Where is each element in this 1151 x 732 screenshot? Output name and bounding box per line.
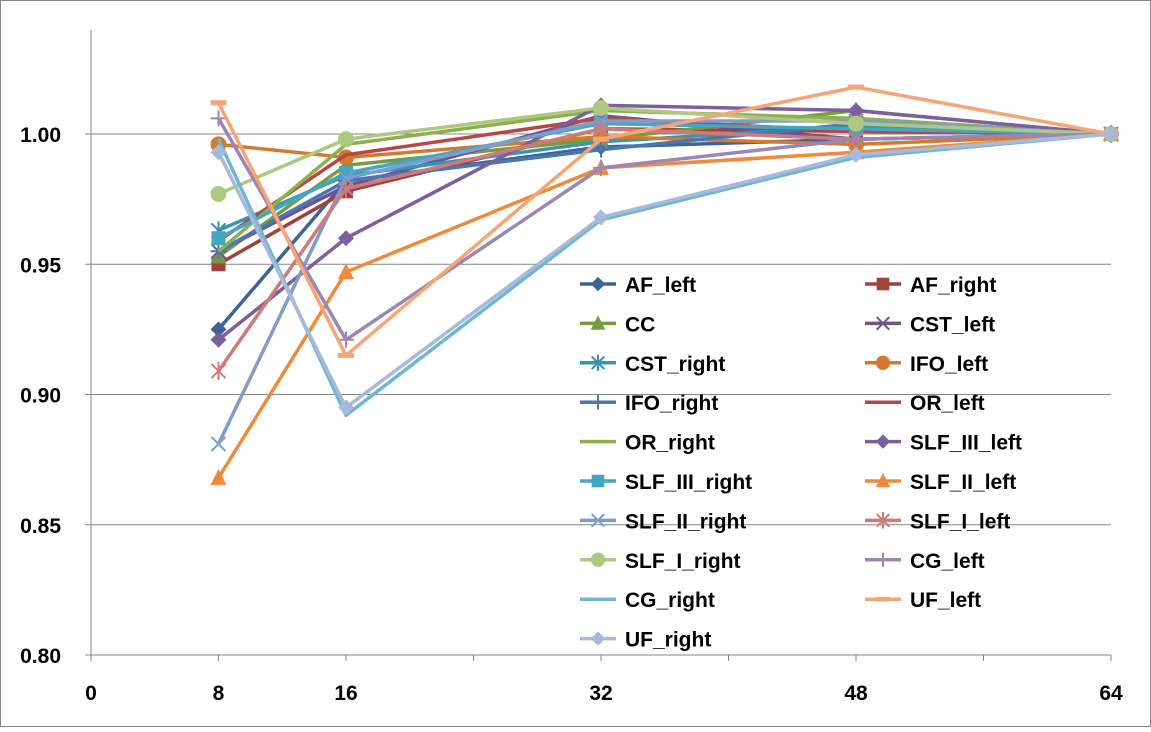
legend-label: SLF_III_left — [910, 432, 1022, 455]
legend-item: SLF_II_right — [580, 510, 746, 533]
legend-item: CG_left — [865, 550, 985, 573]
data-point-marker — [848, 131, 864, 148]
legend-label: UF_right — [625, 629, 711, 652]
data-point-marker — [593, 209, 609, 226]
legend-item: CC — [580, 313, 655, 336]
legend: AF_left AF_right CC CST_left CST_right IFO_le… — [580, 274, 1022, 652]
data-point-marker — [848, 115, 864, 132]
y-tick-label: 0.95 — [20, 254, 61, 277]
legend-item: OR_left — [865, 392, 985, 415]
data-point-marker — [875, 596, 891, 602]
legend-item: SLF_III_left — [865, 432, 1022, 455]
x-tick-label: 8 — [213, 682, 225, 705]
legend-item: SLF_I_left — [865, 510, 1010, 533]
legend-item: SLF_II_left — [865, 471, 1016, 494]
legend-item: CG_right — [580, 589, 715, 612]
x-tick-label: 16 — [334, 682, 357, 705]
data-point-marker — [875, 552, 891, 567]
data-point-marker — [210, 110, 227, 127]
legend-label: CST_left — [910, 313, 995, 336]
data-point-marker — [210, 144, 227, 161]
legend-label: SLF_I_left — [910, 510, 1010, 533]
x-tick-label: 64 — [1099, 682, 1123, 705]
legend-label: IFO_right — [625, 392, 718, 415]
legend-item: UF_right — [580, 629, 711, 652]
y-tick-label: 1.00 — [20, 124, 61, 147]
legend-label: CG_right — [625, 589, 715, 612]
data-point-marker — [848, 102, 864, 119]
legend-item: UF_left — [865, 589, 981, 612]
data-point-marker — [210, 362, 227, 381]
data-point-marker — [590, 631, 606, 646]
data-point-marker — [590, 395, 606, 410]
data-point-marker — [210, 185, 227, 202]
legend-label: SLF_II_right — [625, 510, 746, 533]
data-point-marker — [338, 263, 354, 280]
data-point-marker — [211, 231, 226, 246]
data-point-marker — [875, 434, 891, 449]
data-point-marker — [1103, 126, 1119, 142]
data-point-marker — [590, 276, 606, 292]
data-point-marker — [876, 277, 890, 291]
y-tick-label: 0.90 — [20, 385, 61, 408]
x-tick-label: 32 — [589, 682, 612, 705]
legend-item: AF_left — [580, 274, 696, 297]
legend-label: UF_left — [910, 589, 981, 612]
legend-item: CST_right — [580, 353, 725, 376]
data-point-marker — [210, 100, 227, 106]
legend-label: SLF_I_right — [625, 550, 741, 573]
data-point-marker — [593, 159, 609, 176]
series-UF_right — [210, 126, 1119, 416]
data-point-marker — [593, 119, 609, 138]
x-tick-label: 48 — [844, 682, 868, 705]
legend-item: OR_right — [580, 432, 715, 455]
data-point-marker — [848, 146, 864, 163]
data-point-marker — [593, 136, 609, 142]
y-tick-label: 0.85 — [20, 515, 61, 538]
data-point-marker — [593, 99, 609, 116]
data-point-marker — [875, 472, 891, 488]
data-point-marker — [338, 331, 354, 348]
data-point-marker — [875, 512, 891, 529]
data-point-marker — [338, 230, 354, 247]
data-point-marker — [210, 321, 227, 338]
legend-label: OR_right — [625, 432, 715, 455]
data-point-marker — [590, 552, 606, 567]
data-point-marker — [210, 331, 227, 348]
legend-item: SLF_I_right — [580, 550, 741, 573]
legend-label: CG_left — [910, 550, 985, 573]
legend-item: IFO_right — [580, 392, 718, 415]
data-point-marker — [590, 315, 606, 330]
data-point-marker — [848, 84, 864, 90]
data-point-marker — [875, 316, 891, 331]
legend-label: OR_left — [910, 392, 985, 415]
legend-label: SLF_II_left — [910, 471, 1016, 494]
legend-label: IFO_left — [910, 353, 988, 376]
data-point-marker — [338, 399, 354, 416]
data-point-marker — [590, 513, 606, 528]
x-tick-label: 0 — [85, 682, 97, 705]
legend-item: AF_right — [865, 274, 996, 297]
legend-item: SLF_III_right — [580, 471, 752, 494]
data-point-marker — [875, 355, 891, 370]
data-point-marker — [593, 141, 609, 158]
data-point-marker — [338, 131, 354, 148]
legend-label: AF_left — [625, 274, 696, 297]
data-point-marker — [591, 474, 605, 488]
data-point-marker — [210, 436, 227, 452]
legend-label: AF_right — [910, 274, 996, 297]
legend-item: CST_left — [865, 313, 995, 336]
legend-label: CC — [625, 313, 655, 336]
legend-label: SLF_III_right — [625, 471, 752, 494]
data-point-marker — [338, 179, 354, 198]
data-point-marker — [590, 354, 606, 371]
data-point-marker — [210, 468, 227, 485]
y-tick-label: 0.80 — [20, 645, 61, 668]
legend-item: IFO_left — [865, 353, 988, 376]
legend-label: CST_right — [625, 353, 725, 376]
data-point-marker — [338, 352, 354, 358]
